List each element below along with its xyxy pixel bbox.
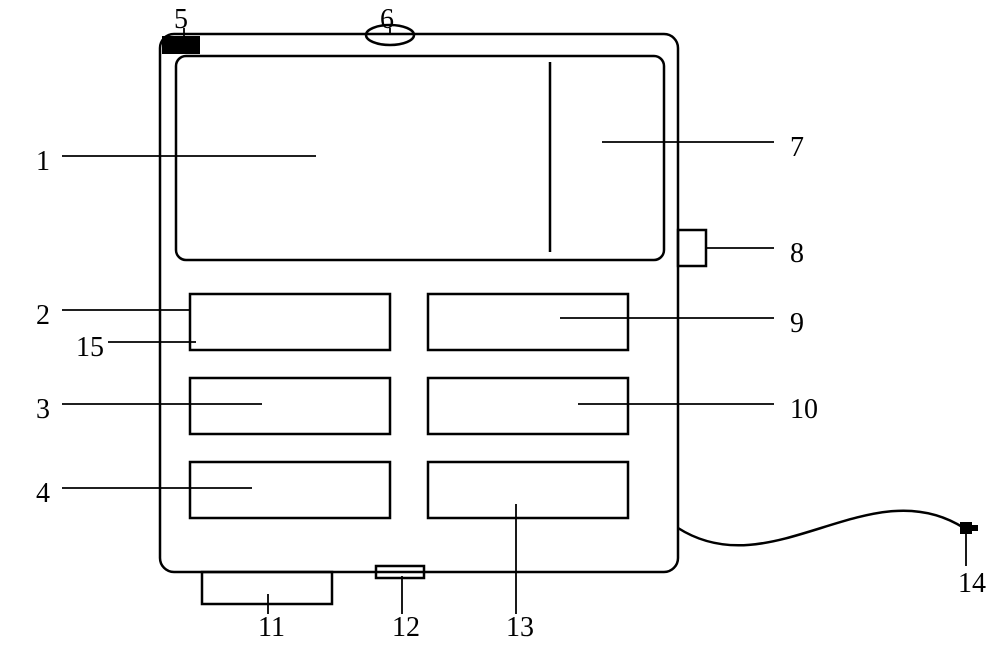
callout-label-8: 8 bbox=[790, 238, 804, 270]
callout-label-1: 1 bbox=[36, 146, 50, 178]
callout-label-14: 14 bbox=[958, 568, 986, 600]
callout-label-10: 10 bbox=[790, 394, 818, 426]
callout-label-6: 6 bbox=[380, 4, 394, 36]
callout-label-2: 2 bbox=[36, 300, 50, 332]
callout-label-3: 3 bbox=[36, 394, 50, 426]
callout-label-11: 11 bbox=[258, 612, 285, 644]
callout-label-15: 15 bbox=[76, 332, 104, 364]
callout-label-5: 5 bbox=[174, 4, 188, 36]
device-diagram bbox=[0, 0, 1000, 654]
callout-label-12: 12 bbox=[392, 612, 420, 644]
callout-label-4: 4 bbox=[36, 478, 50, 510]
callout-label-13: 13 bbox=[506, 612, 534, 644]
callout-label-9: 9 bbox=[790, 308, 804, 340]
callout-label-7: 7 bbox=[790, 132, 804, 164]
